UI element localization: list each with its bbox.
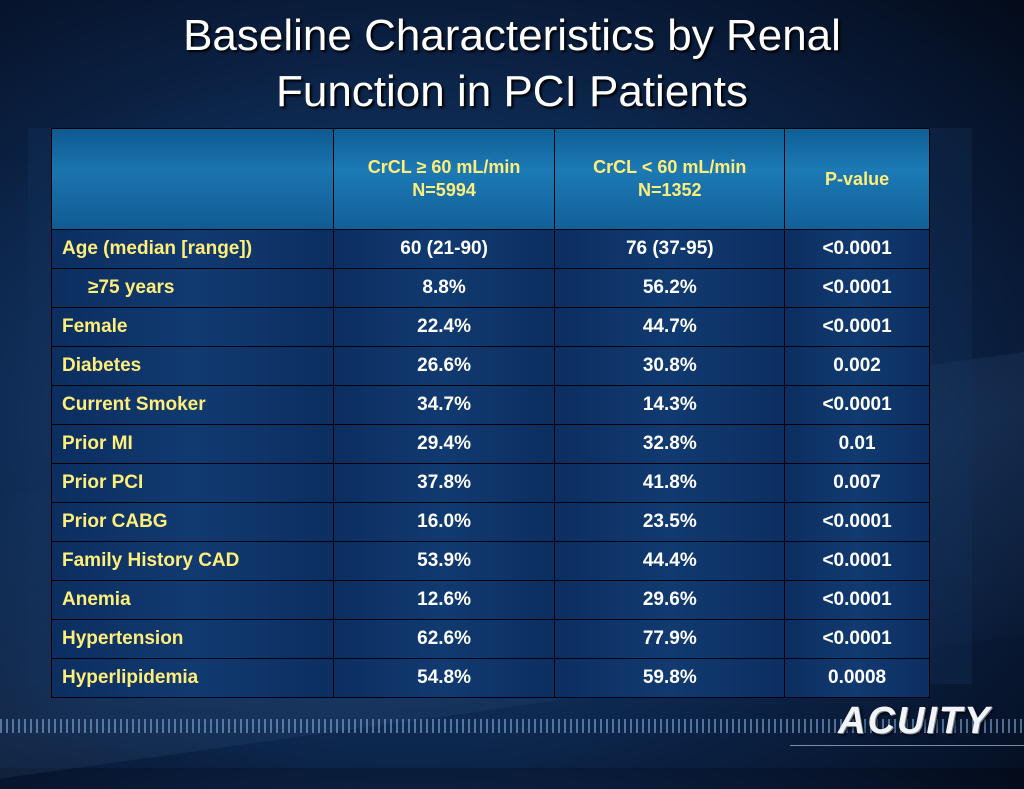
cell-crcl-lt-60: 56.2% [554,268,786,308]
cell-crcl-ge-60: 16.0% [332,502,556,542]
cell-crcl-ge-60: 54.8% [332,658,556,698]
table-row: Age (median [range]) 60 (21-90) 76 (37-9… [51,229,930,269]
header-p-value: P-value [784,128,930,230]
cell-crcl-lt-60: 14.3% [554,385,786,425]
table-row: Diabetes 26.6% 30.8% 0.002 [51,346,930,386]
decorative-line [790,745,1024,746]
cell-p-value: <0.0001 [784,229,930,269]
row-label: Hypertension [51,619,334,659]
cell-p-value: <0.0001 [784,307,930,347]
cell-crcl-lt-60: 41.8% [554,463,786,503]
cell-crcl-lt-60: 32.8% [554,424,786,464]
row-label: Diabetes [51,346,334,386]
cell-crcl-lt-60: 59.8% [554,658,786,698]
row-label: Hyperlipidemia [51,658,334,698]
cell-crcl-lt-60: 23.5% [554,502,786,542]
cell-crcl-lt-60: 30.8% [554,346,786,386]
cell-p-value: 0.0008 [784,658,930,698]
cell-p-value: <0.0001 [784,541,930,581]
header-crcl-ge-60-label: CrCL ≥ 60 mL/min [367,157,521,177]
row-label: Current Smoker [51,385,334,425]
cell-p-value: <0.0001 [784,619,930,659]
cell-p-value: <0.0001 [784,580,930,620]
table-row: Female 22.4% 44.7% <0.0001 [51,307,930,347]
table-row: Hyperlipidemia 54.8% 59.8% 0.0008 [51,658,930,698]
table-row: Prior CABG 16.0% 23.5% <0.0001 [51,502,930,542]
cell-crcl-lt-60: 76 (37-95) [554,229,786,269]
row-label: Female [51,307,334,347]
header-crcl-ge-60: CrCL ≥ 60 mL/min N=5994 [332,128,556,230]
header-p-value-label: P-value [825,168,890,189]
table-row: Current Smoker 34.7% 14.3% <0.0001 [51,385,930,425]
slide-title-line-1: Baseline Characteristics by Renal [183,11,841,60]
cell-crcl-lt-60: 77.9% [554,619,786,659]
cell-p-value: <0.0001 [784,385,930,425]
row-label: Prior MI [51,424,334,464]
cell-crcl-lt-60: 44.7% [554,307,786,347]
cell-crcl-ge-60: 34.7% [332,385,556,425]
row-label: Family History CAD [51,541,334,581]
cell-p-value: 0.01 [784,424,930,464]
table-header-row: CrCL ≥ 60 mL/min N=5994 CrCL < 60 mL/min… [51,128,930,230]
baseline-characteristics-table: CrCL ≥ 60 mL/min N=5994 CrCL < 60 mL/min… [51,128,930,698]
cell-p-value: 0.007 [784,463,930,503]
cell-crcl-ge-60: 53.9% [332,541,556,581]
cell-crcl-ge-60: 8.8% [332,268,556,308]
row-label: ≥75 years [51,268,334,308]
slide-title: Baseline Characteristics by Renal Functi… [0,8,1024,120]
cell-crcl-lt-60: 44.4% [554,541,786,581]
table-row: Prior MI 29.4% 32.8% 0.01 [51,424,930,464]
cell-crcl-ge-60: 29.4% [332,424,556,464]
cell-crcl-ge-60: 22.4% [332,307,556,347]
cell-crcl-lt-60: 29.6% [554,580,786,620]
acuity-logo: ACUITY [838,700,992,742]
header-crcl-lt-60-n: N=1352 [638,180,702,200]
cell-p-value: <0.0001 [784,502,930,542]
header-crcl-lt-60-label: CrCL < 60 mL/min [593,157,747,177]
cell-crcl-ge-60: 12.6% [332,580,556,620]
row-label: Anemia [51,580,334,620]
header-crcl-ge-60-n: N=5994 [412,180,476,200]
cell-crcl-ge-60: 26.6% [332,346,556,386]
row-label: Age (median [range]) [51,229,334,269]
header-crcl-lt-60: CrCL < 60 mL/min N=1352 [554,128,786,230]
cell-crcl-ge-60: 62.6% [332,619,556,659]
header-empty-corner [51,128,334,230]
cell-p-value: <0.0001 [784,268,930,308]
table-row: Anemia 12.6% 29.6% <0.0001 [51,580,930,620]
cell-crcl-ge-60: 60 (21-90) [332,229,556,269]
row-label: Prior CABG [51,502,334,542]
table-row: Family History CAD 53.9% 44.4% <0.0001 [51,541,930,581]
table-row: Hypertension 62.6% 77.9% <0.0001 [51,619,930,659]
row-label: Prior PCI [51,463,334,503]
cell-p-value: 0.002 [784,346,930,386]
slide-title-line-2: Function in PCI Patients [275,67,748,116]
cell-crcl-ge-60: 37.8% [332,463,556,503]
table-row: ≥75 years 8.8% 56.2% <0.0001 [51,268,930,308]
table-row: Prior PCI 37.8% 41.8% 0.007 [51,463,930,503]
decorative-dash-strip [0,719,1024,733]
